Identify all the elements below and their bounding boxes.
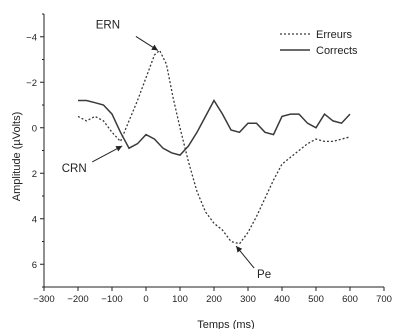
x-tick-label: 400 — [274, 294, 290, 305]
series-layer — [77, 49, 351, 245]
x-tick-label: 600 — [342, 294, 358, 305]
x-tick-label: −200 — [67, 294, 88, 305]
x-tick-label: 300 — [240, 294, 256, 305]
legend-label: Erreurs — [316, 29, 353, 41]
x-tick-label: −100 — [101, 294, 122, 305]
annotation-crn: CRN — [62, 163, 87, 175]
x-tick-label: 0 — [143, 294, 148, 305]
x-tick-label: −300 — [33, 294, 54, 305]
y-tick-label: 4 — [32, 214, 37, 225]
x-ticks: −300 −200 −100 0 100 200 300 400 500 600 700 — [33, 287, 392, 305]
y-ticks: −4 −2 0 2 4 6 — [26, 13, 44, 288]
y-tick-label: 6 — [32, 260, 37, 271]
annotation-pe: Pe — [257, 269, 271, 281]
y-tick-label: −4 — [26, 32, 37, 43]
y-axis-title: Amplitude (µVolts) — [11, 112, 23, 201]
x-axis-title: Temps (ms) — [197, 319, 254, 329]
x-tick-label: 200 — [206, 294, 222, 305]
annotation-ern: ERN — [96, 19, 120, 31]
annotations: ERN CRN Pe — [62, 19, 271, 281]
annotation-arrowhead — [151, 44, 158, 51]
legend-label: Corrects — [316, 45, 358, 57]
series-line-corrects — [78, 99, 351, 156]
annotation-arrowhead — [115, 145, 123, 152]
x-tick-label: 100 — [172, 294, 188, 305]
legend: Erreurs Corrects — [280, 29, 358, 57]
x-tick-label: 500 — [308, 294, 324, 305]
y-tick-label: 0 — [32, 123, 37, 134]
y-tick-label: 2 — [32, 169, 37, 180]
y-tick-label: −2 — [26, 78, 37, 89]
x-tick-label: 700 — [376, 294, 392, 305]
series-line-erreurs — [77, 49, 351, 245]
annotation-arrowhead — [236, 246, 243, 253]
